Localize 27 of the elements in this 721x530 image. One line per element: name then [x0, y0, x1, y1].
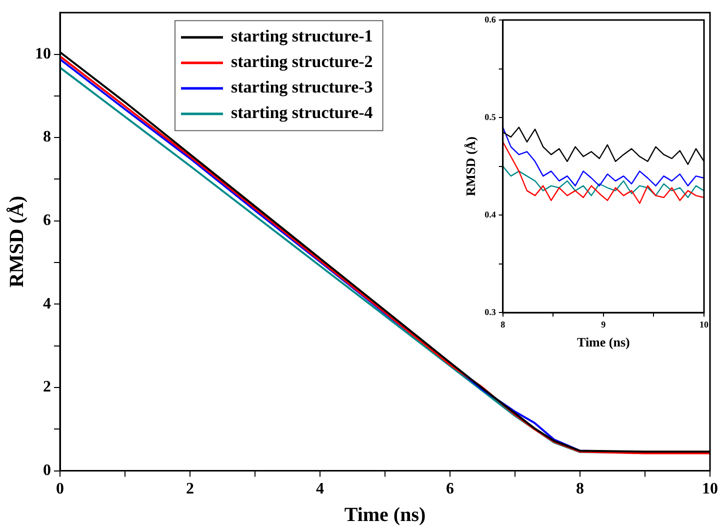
- y-tick-label: 8: [43, 128, 51, 146]
- y-tick-label: 0: [43, 462, 51, 479]
- y-tick-label: 0.6: [484, 14, 496, 24]
- x-tick-label: 0: [56, 480, 64, 498]
- y-tick-label: 0.4: [484, 209, 496, 220]
- x-tick-label: 2: [186, 480, 194, 498]
- legend-label: starting structure-2: [231, 52, 373, 72]
- legend-label: starting structure-3: [231, 78, 373, 97]
- x-axis-title: Time (ns): [576, 334, 630, 350]
- x-tick-label: 9: [601, 319, 606, 330]
- y-tick-label: 0.3: [484, 306, 496, 317]
- x-axis-title: Time (ns): [344, 504, 426, 526]
- y-axis-title: RMSD (Å): [463, 136, 478, 196]
- x-tick-label: 10: [702, 480, 718, 498]
- x-tick-label: 6: [446, 480, 454, 498]
- y-tick-label: 4: [43, 295, 51, 312]
- y-tick-label: 6: [43, 212, 51, 230]
- y-tick-label: 2: [43, 378, 51, 396]
- y-tick-label: 10: [35, 45, 51, 62]
- y-axis-title: RMSD (Å): [6, 196, 28, 288]
- x-tick-label: 8: [576, 480, 584, 498]
- legend-label: starting structure-1: [231, 26, 373, 46]
- x-tick-label: 10: [700, 319, 709, 330]
- x-tick-label: 8: [500, 319, 506, 330]
- x-tick-label: 4: [316, 480, 324, 498]
- y-tick-label: 0.5: [484, 112, 496, 122]
- legend-label: starting structure-4: [231, 103, 374, 122]
